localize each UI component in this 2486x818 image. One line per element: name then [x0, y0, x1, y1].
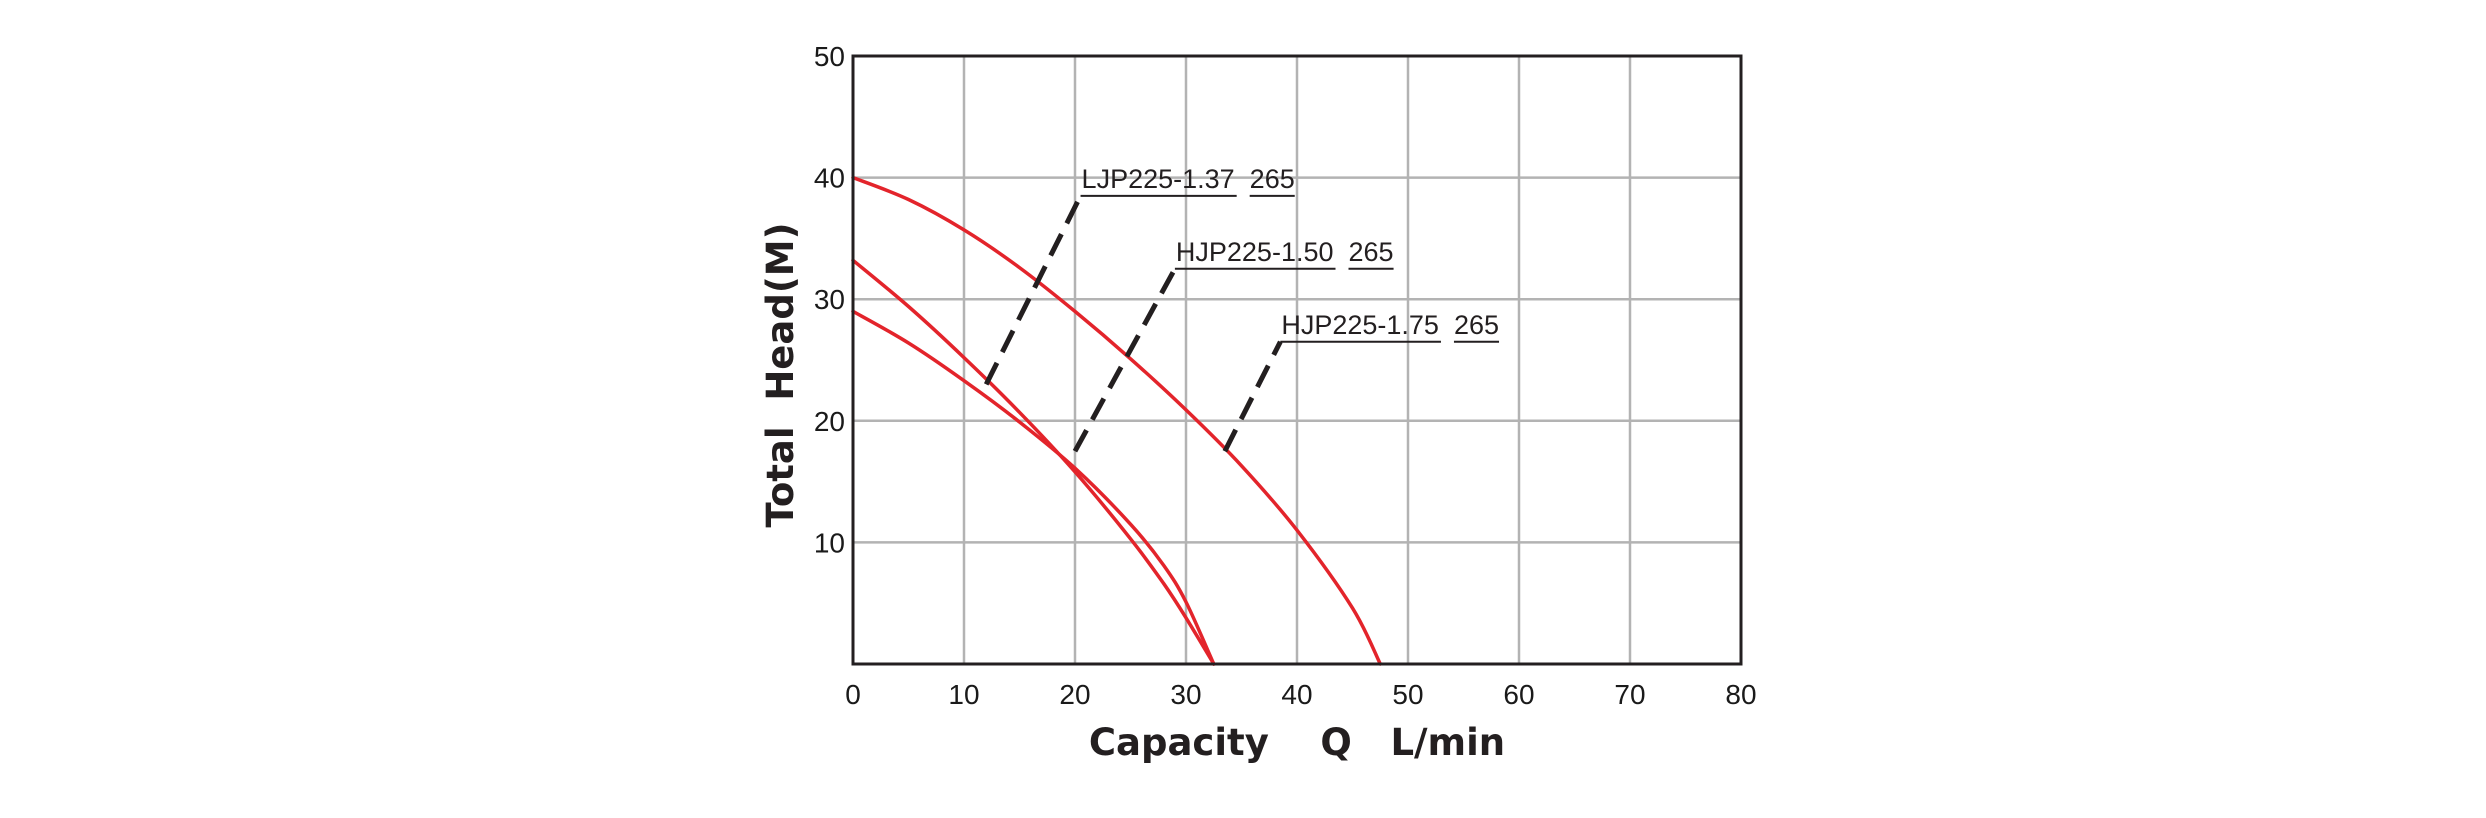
x-tick-label: 40 [1281, 679, 1312, 710]
x-tick-label: 70 [1614, 679, 1645, 710]
x-axis-title: Capacity Q L/min [1089, 721, 1505, 764]
y-tick-label: 20 [814, 406, 845, 437]
y-tick-label: 10 [814, 527, 845, 558]
series-curve-1 [851, 175, 1383, 666]
annotation-model-label: HJP225-1.75 [1281, 310, 1439, 340]
series-curves [851, 175, 1383, 666]
tick-labels: 0 10 20 30 40 50 60 70 80 10 20 30 40 50 [814, 41, 1757, 710]
annotation-leader-1 [983, 194, 1083, 386]
x-tick-label: 20 [1059, 679, 1090, 710]
annotation-model-label: HJP225-1.50 [1176, 237, 1334, 267]
annotation-number-label: 265 [1250, 164, 1295, 194]
grid [853, 56, 1741, 664]
y-tick-label: 40 [814, 163, 845, 194]
curve-annotations: LJP225-1.37 265 HJP225-1.50 265 HJP225-1.75 2… [983, 164, 1500, 453]
x-tick-label: 10 [948, 679, 979, 710]
annotation-number-label: 265 [1454, 310, 1499, 340]
series-curve-3 [851, 309, 1216, 666]
annotation-model-label: LJP225-1.37 [1082, 164, 1235, 194]
annotation-leader-3 [1222, 340, 1283, 453]
x-tick-label: 30 [1170, 679, 1201, 710]
annotation-leader-2 [1072, 267, 1178, 453]
y-tick-label: 30 [814, 284, 845, 315]
annotation-number-label: 265 [1349, 237, 1394, 267]
x-tick-label: 80 [1725, 679, 1756, 710]
x-tick-label: 60 [1503, 679, 1534, 710]
y-tick-label: 50 [814, 41, 845, 72]
y-axis-title: Total Head(M) [759, 223, 802, 528]
series-curve-2 [851, 258, 1216, 666]
x-tick-label: 0 [845, 679, 861, 710]
x-tick-label: 50 [1392, 679, 1423, 710]
plot-frame [851, 54, 1743, 666]
